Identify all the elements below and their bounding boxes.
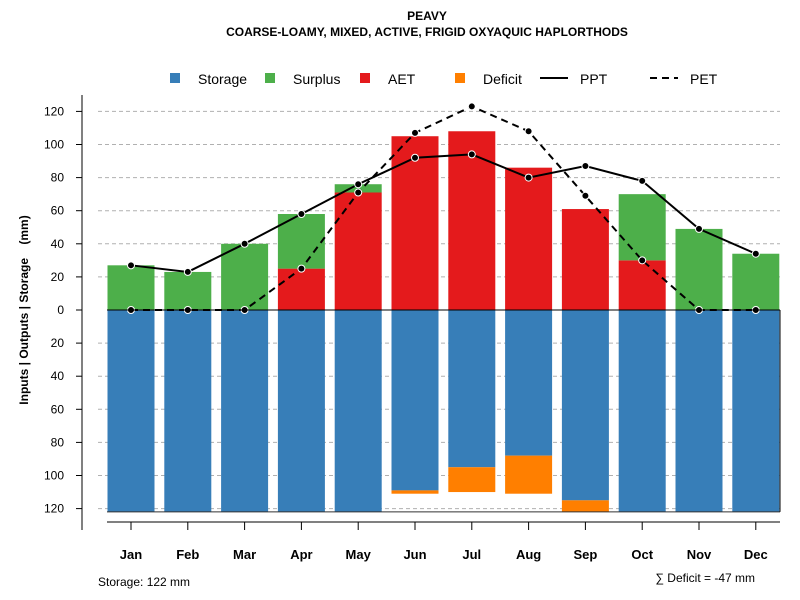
legend-swatch xyxy=(170,73,180,83)
x-tick-label: Jul xyxy=(462,547,481,562)
aet-bar xyxy=(277,268,325,310)
legend-swatch xyxy=(455,73,465,83)
surplus-bar xyxy=(618,194,666,261)
ppt-point xyxy=(183,267,192,276)
storage-bar xyxy=(448,310,496,468)
x-tick-label: Sep xyxy=(573,547,597,562)
storage-bar xyxy=(505,310,553,456)
aet-bar xyxy=(561,209,609,310)
surplus-bar xyxy=(732,253,780,310)
pet-point xyxy=(581,191,590,200)
y-tick-label: 120 xyxy=(44,502,64,516)
ppt-point xyxy=(467,150,476,159)
y-tick-label: 20 xyxy=(51,336,65,350)
storage-bar xyxy=(732,310,780,512)
chart-subtitle: COARSE-LOAMY, MIXED, ACTIVE, FRIGID OXYA… xyxy=(226,25,628,39)
y-axis-label: Inputs | Outputs | Storage (mm) xyxy=(17,215,31,404)
pet-point xyxy=(467,102,476,111)
ppt-point xyxy=(751,249,760,258)
ppt-point xyxy=(297,210,306,219)
legend-label: PET xyxy=(690,71,718,87)
surplus-bar xyxy=(334,184,382,193)
ppt-point xyxy=(411,153,419,162)
deficit-bar xyxy=(448,467,496,493)
ppt-line xyxy=(130,153,757,273)
deficit-bar xyxy=(561,500,609,512)
storage-bar xyxy=(277,310,325,512)
surplus-bar xyxy=(221,243,269,310)
deficit-bar xyxy=(505,455,553,494)
x-tick-label: Aug xyxy=(516,547,541,562)
x-tick-label: Jan xyxy=(120,547,142,562)
y-tick-label: 60 xyxy=(51,402,65,416)
x-tick-label: Nov xyxy=(687,547,712,562)
pet-point xyxy=(411,128,419,137)
pet-point xyxy=(524,127,533,136)
storage-bar xyxy=(391,310,439,491)
ppt-point xyxy=(581,162,590,171)
storage-bar xyxy=(334,310,382,512)
storage-bar xyxy=(107,310,155,512)
pet-point xyxy=(638,256,647,265)
ppt-point xyxy=(127,261,135,270)
storage-bar xyxy=(561,310,609,501)
storage-bar xyxy=(618,310,666,512)
x-tick-label: Apr xyxy=(290,547,312,562)
legend-label: Deficit xyxy=(483,71,522,87)
y-tick-label: 80 xyxy=(51,171,65,185)
legend-label: Surplus xyxy=(293,71,340,87)
storage-bar xyxy=(164,310,212,512)
x-tick-label: Jun xyxy=(403,547,426,562)
y-tick-label: 0 xyxy=(57,303,64,317)
aet-bar xyxy=(505,167,553,310)
surplus-bar xyxy=(675,228,723,310)
x-tick-label: Mar xyxy=(233,547,256,562)
y-tick-label: 20 xyxy=(51,270,65,284)
ppt-point xyxy=(354,180,363,189)
deficit-bar xyxy=(391,490,439,494)
legend-label: AET xyxy=(388,71,416,87)
legend-swatch xyxy=(360,73,370,83)
x-tick-label: Oct xyxy=(631,547,653,562)
y-tick-label: 40 xyxy=(51,237,65,251)
ppt-point xyxy=(638,176,647,185)
aet-bar xyxy=(618,260,666,310)
legend-swatch xyxy=(265,73,275,83)
legend-label: Storage xyxy=(198,71,247,87)
y-tick-label: 80 xyxy=(51,435,65,449)
pet-point xyxy=(297,264,306,273)
storage-note: Storage: 122 mm xyxy=(98,575,190,589)
aet-bar xyxy=(334,192,382,310)
pet-point xyxy=(354,188,363,197)
surplus-bar xyxy=(107,265,155,310)
y-tick-label: 60 xyxy=(51,204,65,218)
x-tick-label: Dec xyxy=(744,547,768,562)
ppt-point xyxy=(695,224,703,233)
ppt-point xyxy=(240,239,249,248)
x-tick-label: Feb xyxy=(176,547,199,562)
surplus-bar xyxy=(164,271,212,310)
ppt-point xyxy=(524,173,533,182)
storage-bar xyxy=(675,310,723,512)
deficit-note: ∑ Deficit = -47 mm xyxy=(655,571,755,585)
aet-bar xyxy=(391,136,439,310)
legend-label: PPT xyxy=(580,71,608,87)
chart-title: PEAVY xyxy=(407,9,447,23)
y-tick-label: 40 xyxy=(51,369,65,383)
y-tick-label: 120 xyxy=(44,104,64,118)
storage-bar xyxy=(221,310,269,512)
y-tick-label: 100 xyxy=(44,138,64,152)
y-tick-label: 100 xyxy=(44,469,64,483)
x-tick-label: May xyxy=(346,547,372,562)
